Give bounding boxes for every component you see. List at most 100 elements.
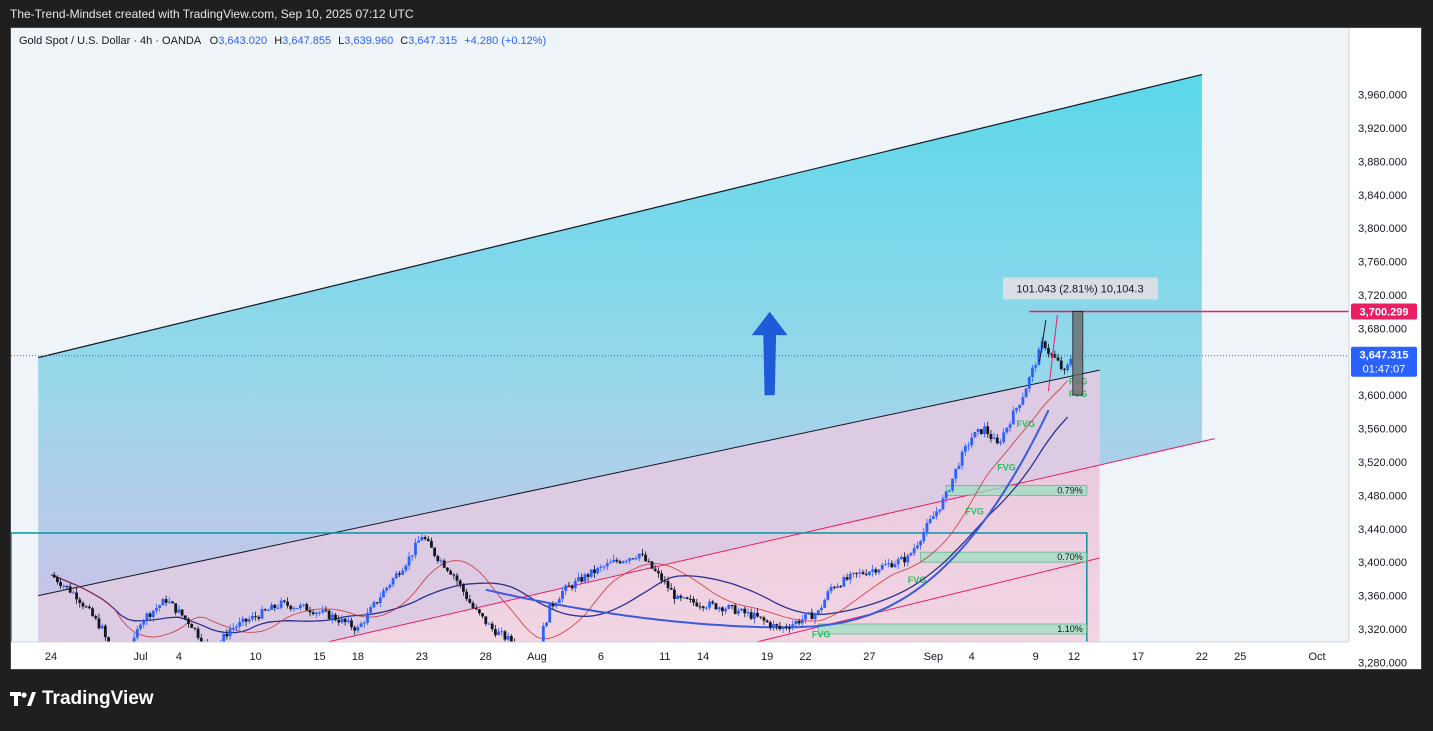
- candle[interactable]: [986, 421, 990, 438]
- candle[interactable]: [963, 443, 967, 456]
- candle[interactable]: [596, 566, 600, 575]
- candle[interactable]: [1047, 343, 1050, 358]
- candle[interactable]: [1021, 392, 1025, 406]
- candle[interactable]: [423, 535, 427, 541]
- candle[interactable]: [148, 611, 152, 620]
- candle[interactable]: [340, 615, 344, 624]
- candle[interactable]: [852, 572, 855, 578]
- candle[interactable]: [225, 629, 229, 640]
- candle[interactable]: [497, 627, 500, 636]
- candle[interactable]: [625, 559, 628, 564]
- candle[interactable]: [481, 612, 484, 619]
- candle[interactable]: [714, 602, 718, 611]
- candle[interactable]: [465, 588, 469, 602]
- candle[interactable]: [967, 442, 970, 452]
- candle[interactable]: [1034, 362, 1038, 373]
- candle[interactable]: [135, 625, 139, 641]
- fvg-zone[interactable]: [920, 551, 1088, 563]
- candle[interactable]: [455, 572, 459, 586]
- candle[interactable]: [992, 432, 996, 440]
- candle[interactable]: [81, 600, 85, 610]
- chart-panel[interactable]: 0.79%0.70%1.10%1.15%FVGFVGFVGFVGFVGFVGFV…: [10, 27, 1422, 670]
- candle[interactable]: [167, 597, 171, 604]
- candle[interactable]: [864, 569, 868, 577]
- candle[interactable]: [826, 588, 830, 602]
- candle[interactable]: [791, 620, 795, 631]
- candle[interactable]: [586, 572, 590, 582]
- candle[interactable]: [1011, 406, 1015, 425]
- candle[interactable]: [960, 449, 964, 470]
- candle[interactable]: [375, 602, 379, 605]
- fvg-zone[interactable]: [817, 623, 1088, 635]
- candle[interactable]: [187, 617, 190, 628]
- candle[interactable]: [711, 599, 715, 605]
- candle[interactable]: [768, 620, 772, 631]
- candle[interactable]: [171, 600, 174, 604]
- candle[interactable]: [401, 567, 405, 576]
- candle[interactable]: [925, 518, 929, 537]
- candle[interactable]: [647, 558, 651, 563]
- candle[interactable]: [87, 604, 91, 610]
- candle[interactable]: [605, 559, 609, 571]
- candle[interactable]: [1008, 421, 1012, 432]
- candle[interactable]: [781, 626, 785, 634]
- candle[interactable]: [356, 624, 360, 634]
- candle[interactable]: [935, 506, 938, 520]
- candle[interactable]: [800, 614, 804, 628]
- candle[interactable]: [426, 535, 430, 542]
- candle[interactable]: [439, 557, 443, 566]
- candle[interactable]: [657, 567, 660, 578]
- candle[interactable]: [228, 624, 232, 640]
- candle[interactable]: [385, 586, 389, 593]
- candle[interactable]: [327, 609, 331, 620]
- candle[interactable]: [727, 603, 731, 610]
- candle[interactable]: [775, 623, 779, 631]
- candle[interactable]: [241, 615, 245, 627]
- candle[interactable]: [257, 615, 261, 621]
- candle[interactable]: [845, 573, 849, 581]
- candle[interactable]: [1050, 352, 1054, 359]
- candle[interactable]: [407, 551, 411, 571]
- candle[interactable]: [797, 618, 801, 626]
- candle[interactable]: [944, 490, 948, 503]
- candle[interactable]: [78, 597, 82, 608]
- candle[interactable]: [772, 620, 775, 631]
- candle[interactable]: [842, 574, 846, 588]
- candle[interactable]: [151, 610, 155, 622]
- candle[interactable]: [449, 569, 453, 575]
- candle[interactable]: [490, 621, 494, 632]
- candle[interactable]: [410, 555, 414, 561]
- candle[interactable]: [804, 614, 807, 624]
- candle[interactable]: [430, 537, 433, 548]
- candle[interactable]: [235, 624, 238, 632]
- candle[interactable]: [641, 548, 644, 557]
- candle[interactable]: [749, 608, 753, 621]
- candle[interactable]: [810, 608, 814, 620]
- candle[interactable]: [484, 616, 488, 627]
- candle[interactable]: [372, 600, 376, 609]
- candle[interactable]: [158, 604, 162, 612]
- candle[interactable]: [359, 621, 363, 628]
- candle[interactable]: [618, 559, 622, 565]
- candle[interactable]: [404, 564, 408, 573]
- candle[interactable]: [759, 616, 763, 620]
- candle[interactable]: [458, 578, 462, 589]
- candle[interactable]: [720, 606, 724, 616]
- candle[interactable]: [545, 621, 548, 628]
- candle[interactable]: [756, 608, 759, 618]
- candle[interactable]: [906, 553, 910, 567]
- candle[interactable]: [577, 572, 580, 583]
- candle[interactable]: [743, 606, 747, 618]
- candle[interactable]: [369, 604, 373, 614]
- candle[interactable]: [564, 584, 568, 596]
- candle[interactable]: [142, 618, 146, 629]
- candle[interactable]: [145, 612, 149, 626]
- candle[interactable]: [631, 557, 635, 560]
- candle[interactable]: [816, 609, 820, 616]
- candle[interactable]: [612, 554, 616, 563]
- candle[interactable]: [909, 551, 913, 557]
- candle[interactable]: [71, 590, 75, 594]
- candle[interactable]: [567, 582, 571, 587]
- candle[interactable]: [829, 583, 833, 595]
- candle[interactable]: [762, 615, 766, 625]
